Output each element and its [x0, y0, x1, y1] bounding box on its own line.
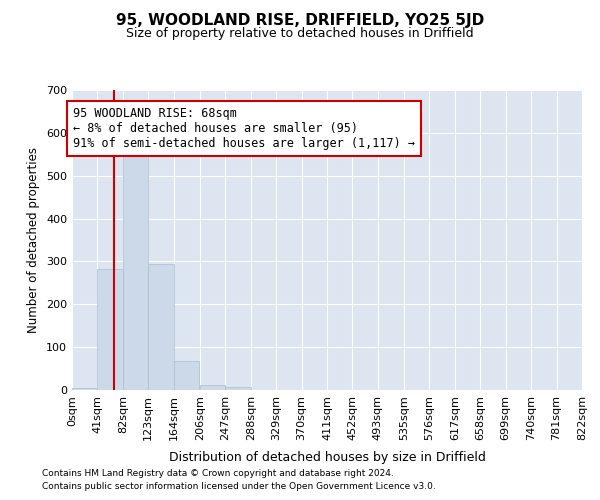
Text: Contains HM Land Registry data © Crown copyright and database right 2024.: Contains HM Land Registry data © Crown c… [42, 468, 394, 477]
Bar [72, 388, 97, 390]
Text: Size of property relative to detached houses in Driffield: Size of property relative to detached ho… [126, 28, 474, 40]
Bar [225, 386, 251, 390]
Text: 95, WOODLAND RISE, DRIFFIELD, YO25 5JD: 95, WOODLAND RISE, DRIFFIELD, YO25 5JD [116, 12, 484, 28]
Y-axis label: Number of detached properties: Number of detached properties [28, 147, 40, 333]
Bar [148, 264, 174, 390]
X-axis label: Distribution of detached houses by size in Driffield: Distribution of detached houses by size … [169, 451, 485, 464]
Text: Contains public sector information licensed under the Open Government Licence v3: Contains public sector information licen… [42, 482, 436, 491]
Bar [174, 361, 199, 390]
Bar [200, 385, 225, 390]
Bar [97, 268, 123, 390]
Text: 95 WOODLAND RISE: 68sqm
← 8% of detached houses are smaller (95)
91% of semi-det: 95 WOODLAND RISE: 68sqm ← 8% of detached… [73, 107, 415, 150]
Bar [123, 150, 148, 390]
